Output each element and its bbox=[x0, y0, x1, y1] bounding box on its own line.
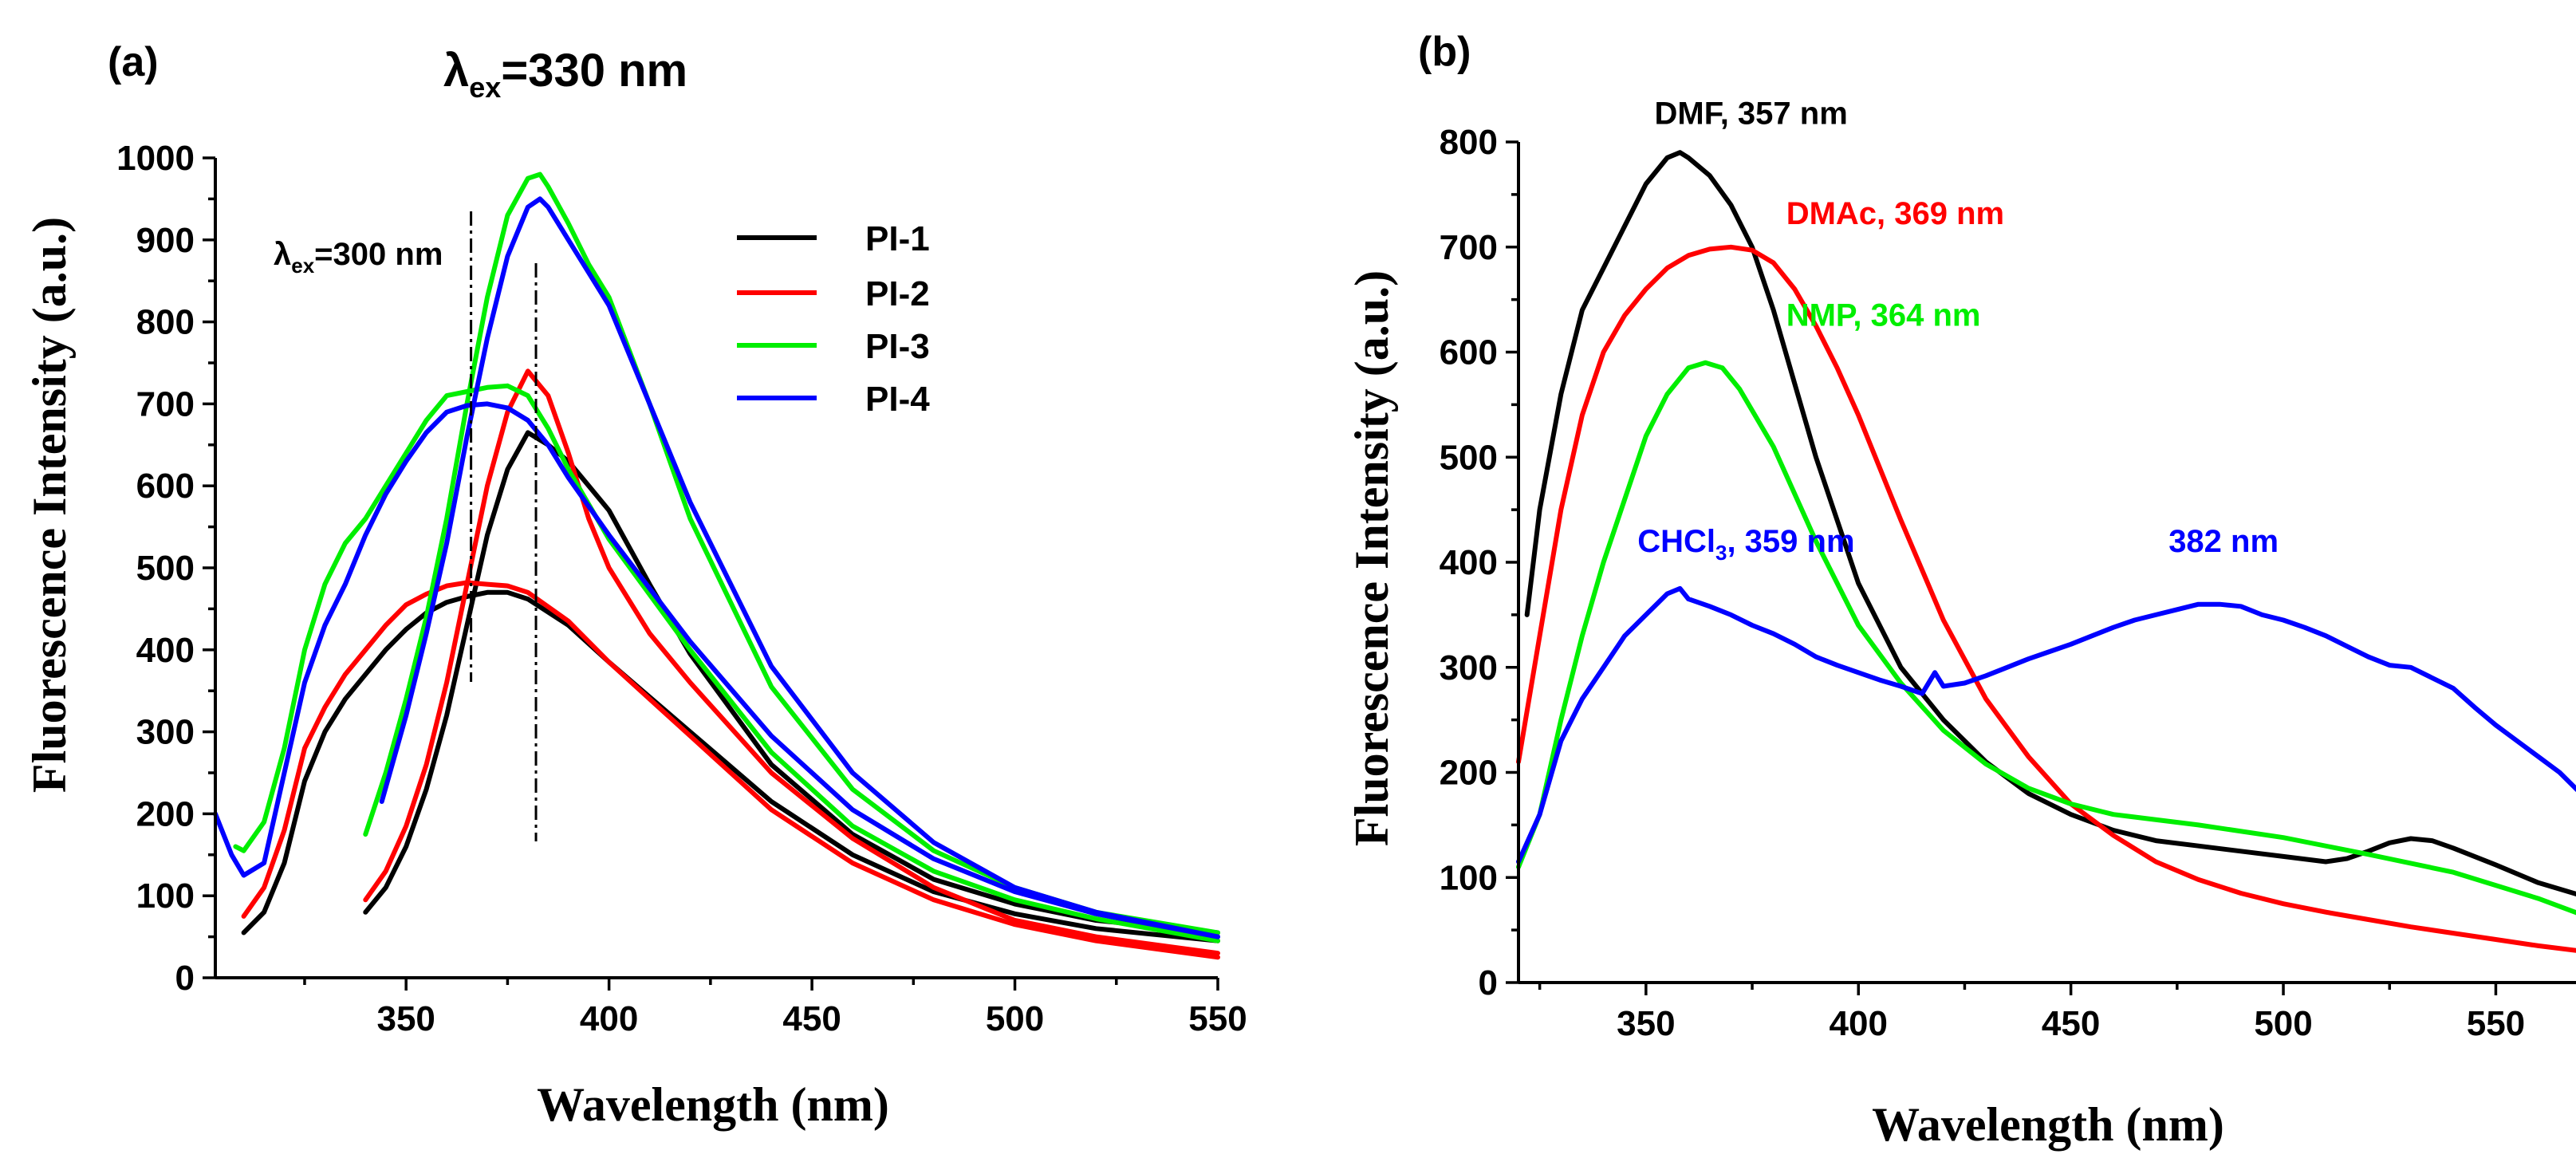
panel-b-x-tick-label: 400 bbox=[1830, 1004, 1888, 1043]
panel-b-y-tick-label: 200 bbox=[1440, 754, 1498, 793]
panel-a: (a) λex=330 nm λex=300 nm PI-1 PI-2 PI-3… bbox=[23, 39, 1247, 1131]
panel-a-y-tick-label: 500 bbox=[136, 549, 195, 588]
panel-b-y-tick-label: 600 bbox=[1440, 333, 1498, 372]
panel-b: (b) DMF, 357 nm DMAc, 369 nm NMP, 364 nm… bbox=[1345, 29, 2576, 1151]
panel-a-series-pi-1-ex300-nm bbox=[241, 589, 1220, 943]
excitation-330-sub: ex bbox=[469, 71, 501, 104]
panel-a-label: (a) bbox=[108, 39, 159, 85]
panel-a-y-tick-label: 800 bbox=[136, 303, 195, 342]
excitation-330-rest: =330 nm bbox=[501, 45, 687, 97]
panel-a-x-tick-label: 500 bbox=[986, 999, 1044, 1038]
legend-label-pi-4: PI-4 bbox=[865, 380, 930, 419]
panel-a-y-tick-label: 400 bbox=[136, 631, 195, 670]
panel-b-series-dmac bbox=[1516, 244, 2576, 953]
panel-a-y-tick-label: 100 bbox=[136, 876, 195, 916]
panel-a-legend: PI-1 PI-2 PI-3 PI-4 bbox=[737, 219, 930, 419]
panel-a-y-tick-label: 700 bbox=[136, 384, 195, 423]
panel-a-x-axis-title: Wavelength (nm) bbox=[537, 1078, 889, 1131]
chcl3-peak-sub: 3 bbox=[1715, 541, 1727, 565]
panel-b-y-tick-label: 400 bbox=[1440, 543, 1498, 582]
chcl3-second-peak-label: 382 nm bbox=[2168, 524, 2279, 559]
excitation-300-label: λex=300 nm bbox=[274, 237, 443, 278]
panel-b-y-tick-label: 700 bbox=[1440, 228, 1498, 267]
panel-a-series-pi-3-ex300-nm bbox=[233, 383, 1220, 943]
legend-label-pi-2: PI-2 bbox=[865, 274, 930, 313]
panel-a-x-tick-label: 350 bbox=[376, 999, 435, 1038]
panel-b-x-tick-label: 550 bbox=[2467, 1004, 2525, 1043]
panel-b-series bbox=[1516, 150, 2576, 953]
panel-b-x-tick-label: 450 bbox=[2042, 1004, 2100, 1043]
panel-b-series-chcl3 bbox=[1516, 585, 2576, 865]
panel-b-series-nmp bbox=[1516, 360, 2576, 916]
nmp-peak-label: NMP, 364 nm bbox=[1786, 298, 1981, 333]
panel-b-x-axis-title: Wavelength (nm) bbox=[1872, 1098, 2224, 1151]
panel-a-y-tick-label: 900 bbox=[136, 221, 195, 260]
panel-b-y-axis-title: Fluorescence Intensity (a.u.) bbox=[1345, 270, 1398, 846]
panel-b-y-tick-label: 0 bbox=[1479, 963, 1498, 1002]
dmf-peak-label: DMF, 357 nm bbox=[1655, 97, 1848, 132]
panel-a-series-pi-3-ex330-nm bbox=[363, 171, 1220, 936]
dmac-peak-label: DMAc, 369 nm bbox=[1786, 196, 2004, 231]
legend-label-pi-3: PI-3 bbox=[865, 327, 930, 366]
panel-a-x-tick-label: 550 bbox=[1188, 999, 1247, 1038]
panel-a-y-tick-label: 1000 bbox=[116, 139, 195, 178]
panel-a-y-tick-label: 600 bbox=[136, 467, 195, 506]
panel-a-series-pi-4-ex330-nm bbox=[379, 196, 1220, 939]
panel-a-y-tick-label: 200 bbox=[136, 794, 195, 833]
chcl3-peak-text: CHCl bbox=[1637, 524, 1715, 559]
panel-b-x-tick-label: 500 bbox=[2254, 1004, 2312, 1043]
excitation-300-rest: =300 nm bbox=[314, 237, 443, 272]
panel-a-series bbox=[213, 171, 1220, 960]
panel-a-x-tick-label: 450 bbox=[782, 999, 841, 1038]
panel-a-y-axis-title: Fluorescence Intensity (a.u.) bbox=[23, 217, 76, 793]
panel-b-y-tick-label: 500 bbox=[1440, 438, 1498, 477]
panel-a-y-tick-label: 300 bbox=[136, 713, 195, 752]
excitation-330-label: λex=330 nm bbox=[443, 45, 687, 104]
panel-b-label: (b) bbox=[1418, 29, 1471, 75]
panel-a-y-tick-label: 0 bbox=[175, 959, 195, 998]
panel-a-series-pi-2-ex300-nm bbox=[241, 580, 1220, 960]
panel-a-axes: 0 100 200 300 400 500 600 700 800 900 1000 350 400 45… bbox=[116, 139, 1247, 1038]
panel-b-axes: 0 100 200 300 400 500 600 700 800 350 400 450 500 550 bbox=[1440, 123, 2576, 1043]
excitation-330-lambda: λ bbox=[443, 45, 469, 97]
panel-a-series-pi-4-ex300-nm bbox=[213, 401, 1220, 939]
panel-a-series-pi-2-ex330-nm bbox=[363, 368, 1220, 956]
legend-label-pi-1: PI-1 bbox=[865, 219, 930, 258]
excitation-300-lambda: λ bbox=[274, 237, 291, 272]
excitation-300-sub: ex bbox=[291, 254, 314, 278]
panel-b-y-tick-label: 300 bbox=[1440, 648, 1498, 687]
chcl3-peak-rest: , 359 nm bbox=[1727, 524, 1854, 559]
panel-a-series-pi-1-ex330-nm bbox=[363, 430, 1220, 936]
panel-b-x-tick-label: 350 bbox=[1617, 1004, 1675, 1043]
panel-b-y-tick-label: 100 bbox=[1440, 858, 1498, 897]
chcl3-peak-label: CHCl3, 359 nm bbox=[1637, 524, 1854, 565]
panel-b-y-tick-label: 800 bbox=[1440, 123, 1498, 162]
panel-a-x-tick-label: 400 bbox=[580, 999, 638, 1038]
